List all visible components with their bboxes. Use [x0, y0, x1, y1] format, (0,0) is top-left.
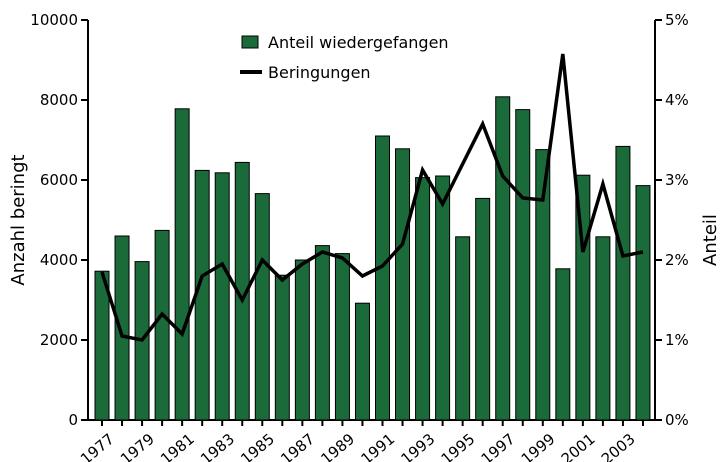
y-tick-label: 0: [68, 411, 78, 429]
bar: [635, 185, 651, 421]
bar: [114, 235, 130, 421]
legend-label: Beringungen: [268, 63, 371, 82]
x-tick-label: 1981: [157, 430, 198, 462]
x-tick-label: 1979: [117, 430, 158, 462]
bar: [435, 175, 451, 421]
legend-swatch: [241, 35, 259, 49]
bar: [515, 109, 531, 421]
x-tick-label: 1997: [478, 430, 519, 462]
y2-tick-label: 1%: [665, 331, 689, 349]
bar: [214, 172, 230, 421]
bar: [375, 135, 390, 421]
bar: [294, 259, 310, 421]
x-tick-label: 2003: [598, 430, 639, 462]
bar: [595, 236, 611, 421]
y-tick-label: 8000: [40, 91, 78, 109]
x-tick-label: 1989: [317, 430, 358, 462]
bar: [395, 148, 411, 421]
y2-tick-label: 2%: [665, 251, 689, 269]
x-tick-label: 1983: [197, 430, 238, 462]
y2-tick-label: 4%: [665, 91, 689, 109]
bar: [555, 268, 571, 421]
x-tick-label: 1999: [518, 430, 559, 462]
bar: [94, 270, 110, 421]
x-tick-label: 1985: [237, 430, 278, 462]
bar: [334, 253, 350, 421]
bar: [174, 108, 190, 421]
y-tick-label: 4000: [40, 251, 78, 269]
bar: [154, 229, 170, 421]
y2-axis-label: Anteil: [700, 214, 721, 266]
y2-tick-label: 0%: [665, 411, 689, 429]
bar: [274, 274, 290, 421]
y-tick-label: 10000: [30, 11, 78, 29]
x-tick-label: 1991: [357, 430, 398, 462]
bar: [314, 245, 330, 421]
bar: [475, 197, 491, 421]
y-tick-label: 6000: [40, 171, 78, 189]
y-axis-label: Anzahl beringt: [8, 154, 29, 285]
bar: [455, 236, 471, 421]
bar: [495, 96, 511, 421]
x-tick-label: 1995: [438, 430, 479, 462]
bar: [254, 193, 270, 421]
x-tick-label: 2001: [558, 430, 599, 462]
x-tick-label: 1993: [398, 430, 439, 462]
y2-tick-label: 3%: [665, 171, 689, 189]
y-tick-label: 2000: [40, 331, 78, 349]
x-tick-label: 1977: [77, 430, 118, 462]
x-tick-label: 1987: [277, 430, 318, 462]
bar: [354, 302, 370, 421]
y2-tick-label: 5%: [665, 11, 689, 29]
line: [100, 53, 644, 342]
legend-label: Anteil wiedergefangen: [268, 33, 449, 52]
bar: [615, 145, 631, 421]
bar: [415, 177, 431, 421]
